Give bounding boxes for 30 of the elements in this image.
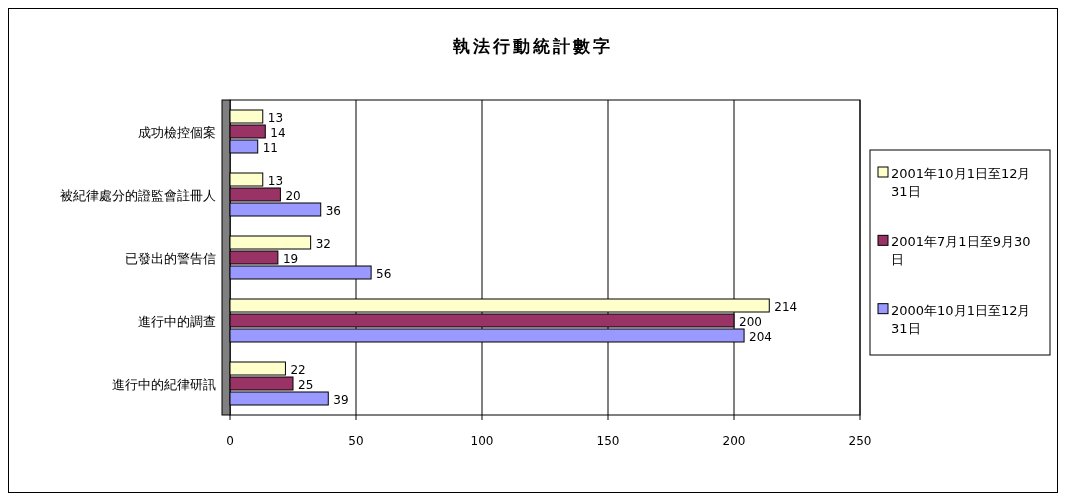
x-tick-label: 100 [470,434,494,448]
legend-label: 2001年7月1日至9月30日 [891,234,1031,268]
data-label: 200 [739,315,762,329]
data-label: 19 [282,252,299,266]
y-tick-label: 已發出的警告信 [125,250,216,266]
data-label: 32 [315,237,331,251]
title: 執法行動統計數字 [453,36,613,56]
legend-label: 2001年10月1日至12月31日 [891,166,1031,199]
data-label: 204 [749,330,772,344]
y-tick-label: 成功檢控個案 [138,124,216,140]
data-label: 39 [333,393,349,407]
x-tick-label: 200 [722,434,746,448]
y-tick-label: 進行中的調查 [138,313,216,329]
legend-label: 2000年10月1日至12月31日 [891,302,1031,336]
data-label: 36 [325,204,341,218]
data-label: 25 [298,378,314,392]
data-label: 13 [267,111,284,125]
data-label: 56 [376,267,392,281]
data-label: 13 [267,174,284,188]
x-tick-label: 150 [596,434,620,448]
y-tick-label: 進行中的紀律研訊 [112,376,216,392]
x-tick-label: 250 [848,434,872,448]
data-label: 14 [270,126,286,140]
x-tick-label: 50 [348,434,364,448]
data-label: 214 [774,300,798,314]
y-tick-label: 被紀律處分的證監會註冊人 [60,187,216,203]
data-label: 11 [262,141,278,155]
data-label: 22 [290,363,306,377]
x-tick-label: 0 [226,434,234,448]
data-label: 20 [285,189,301,203]
